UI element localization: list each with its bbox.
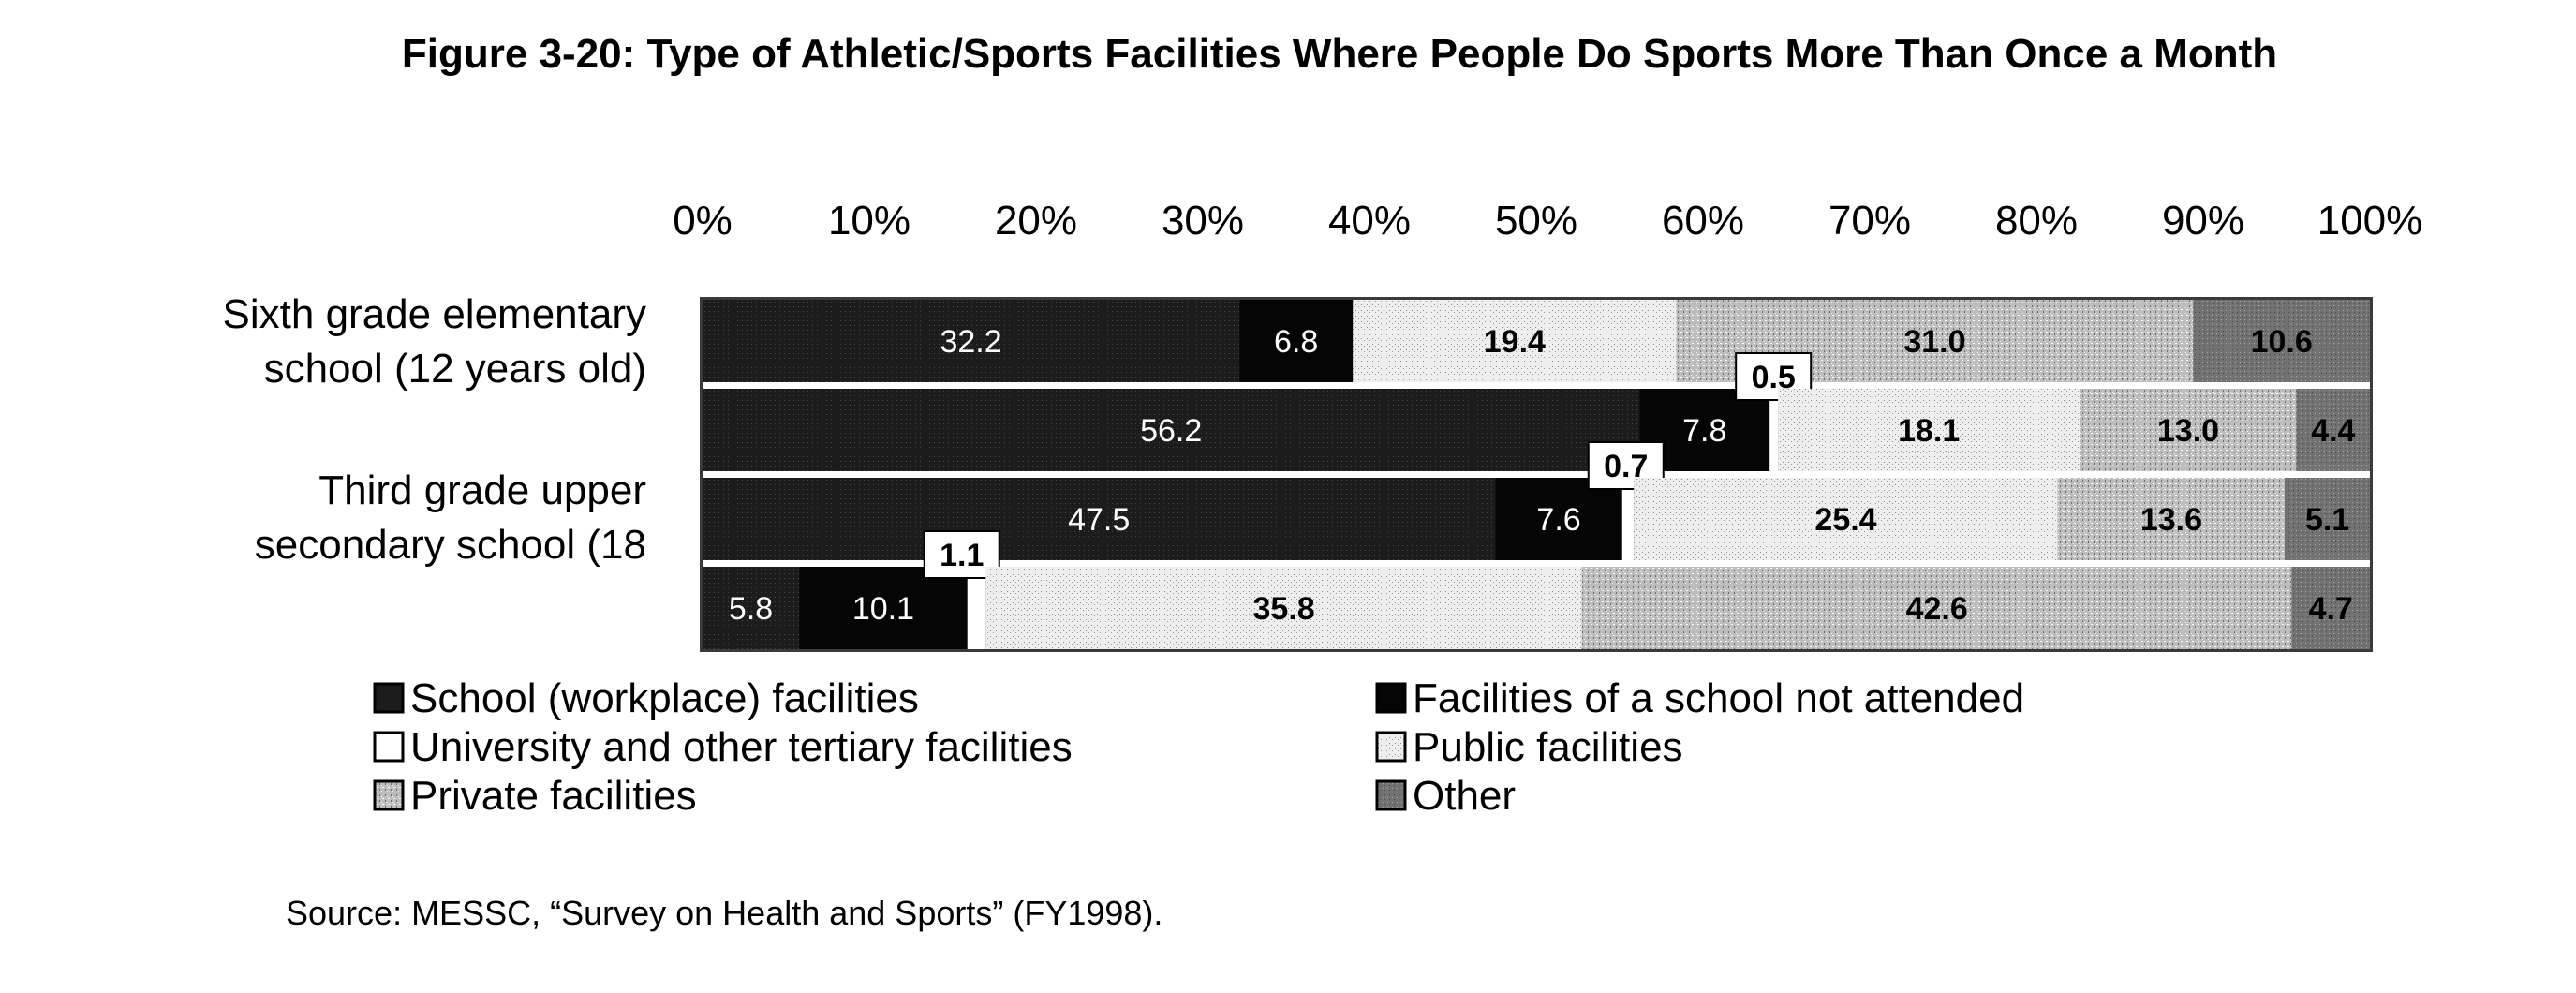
legend-label: School (workplace) facilities (410, 675, 919, 721)
legend-swatch (373, 682, 405, 714)
bar-segment (703, 300, 1240, 382)
data-label: 13.0 (2157, 413, 2219, 449)
legend-label: Public facilities (1413, 724, 1683, 770)
data-label: 42.6 (1906, 591, 1968, 627)
bar-segment (967, 567, 986, 649)
legend-swatch (1375, 682, 1407, 714)
x-tick-label: 30% (1162, 198, 1244, 244)
category-label: secondary school (18 (255, 522, 646, 568)
bar-segment (1353, 300, 1677, 382)
data-label: 47.5 (1068, 502, 1130, 538)
data-label: 4.7 (2309, 591, 2353, 627)
bar-segment (2080, 389, 2297, 471)
data-label: 10.1 (852, 591, 914, 627)
bar-segment (2285, 478, 2370, 560)
bar-segment (2291, 567, 2370, 649)
bar-segment (1778, 389, 2080, 471)
bar-segment (985, 567, 1582, 649)
bar-gap (703, 382, 2370, 389)
legend-swatch (1375, 731, 1407, 763)
bar-segment (703, 478, 1496, 560)
bar-segment (703, 567, 800, 649)
bar-segment (1239, 300, 1354, 382)
x-tick-label: 90% (2162, 198, 2244, 244)
x-tick-label: 40% (1328, 198, 1411, 244)
x-tick-label: 20% (995, 198, 1077, 244)
bar-gap (703, 471, 2370, 478)
legend-label: Facilities of a school not attended (1413, 675, 2024, 721)
bar-segment (1769, 389, 1779, 471)
bar-segment (1621, 478, 1635, 560)
data-label: 32.2 (940, 324, 1001, 360)
data-label: 7.6 (1536, 502, 1580, 538)
bar-segment (1581, 567, 2292, 649)
bar-segment (1634, 478, 2058, 560)
bar-segment (2057, 478, 2286, 560)
legend-swatch (1375, 779, 1407, 811)
data-label: 5.8 (729, 591, 773, 627)
data-label: 1.1 (940, 538, 984, 573)
data-label: 4.4 (2311, 413, 2355, 449)
legend-label: University and other tertiary facilities (410, 724, 1073, 770)
legend-label: Other (1413, 773, 1516, 819)
x-tick-label: 60% (1662, 198, 1744, 244)
data-label: 25.4 (1814, 502, 1876, 538)
plot-area: 32.2 6.8 19.4 31.0 10.656.2 7.80.518.1 13.0 4.4… (700, 297, 2373, 652)
x-tick-label: 80% (1995, 198, 2078, 244)
bar-segment (799, 567, 968, 649)
legend: School (workplace) facilities Facilities … (373, 675, 2024, 819)
source-note: Source: MESSC, “Survey on Health and Spo… (286, 894, 1162, 932)
legend-swatch (373, 731, 405, 763)
x-axis-ticks: 0% 10% 20% 30% 40% 50% 60% 70% 80% 90% 100% (673, 198, 2422, 244)
data-label: 18.1 (1898, 413, 1960, 449)
x-tick-label: 100% (2317, 198, 2423, 244)
chart-title: Figure 3-20: Type of Athletic/Sports Fac… (402, 31, 2277, 77)
data-label: 7.8 (1682, 413, 1726, 449)
bar-segment (703, 389, 1640, 471)
data-label: 6.8 (1274, 324, 1318, 360)
bar-gap (703, 560, 2370, 567)
x-tick-label: 70% (1828, 198, 1911, 244)
data-label: 56.2 (1140, 413, 1202, 449)
data-label: 13.6 (2140, 502, 2202, 538)
legend-label: Private facilities (410, 773, 697, 819)
data-label: 31.0 (1903, 324, 1965, 360)
category-label: Third grade upper (318, 467, 646, 513)
bar-segment (2296, 389, 2370, 471)
legend-swatch (373, 779, 405, 811)
category-label: school (12 years old) (264, 346, 646, 392)
data-label: 10.6 (2251, 324, 2313, 360)
x-tick-label: 10% (828, 198, 910, 244)
data-label: 5.1 (2305, 502, 2349, 538)
category-label: Sixth grade elementary (223, 291, 646, 337)
x-tick-label: 50% (1495, 198, 1577, 244)
bar-segment (2193, 300, 2370, 382)
bar-segment (1495, 478, 1622, 560)
data-label: 19.4 (1484, 324, 1546, 360)
data-label: 35.8 (1253, 591, 1315, 627)
category-labels: Sixth grade elementary school (12 years o… (223, 291, 646, 568)
x-tick-label: 0% (673, 198, 733, 244)
